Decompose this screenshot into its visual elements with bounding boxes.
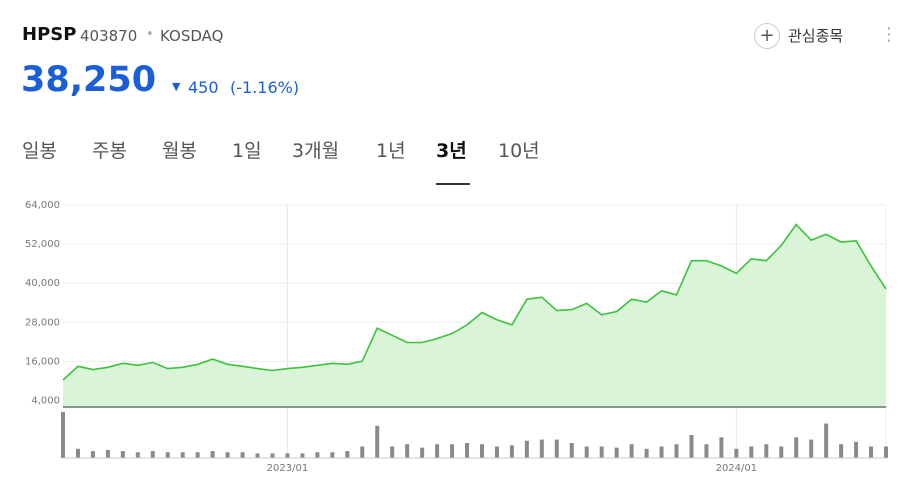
volume-bar — [285, 453, 290, 458]
volume-bar — [345, 451, 350, 458]
volume-bar — [524, 440, 529, 458]
volume-bar — [554, 439, 559, 458]
volume-bar — [629, 444, 634, 458]
volume-bar — [210, 451, 215, 458]
volume-bar — [225, 452, 230, 458]
separator: • — [146, 27, 154, 42]
volume-bar — [465, 443, 470, 458]
tab[interactable]: 10년 — [498, 140, 540, 162]
add-icon[interactable]: + — [754, 23, 780, 49]
volume-bar — [390, 446, 395, 458]
volume-bar — [315, 452, 320, 458]
volume-bar — [509, 445, 514, 458]
volume-bar — [749, 446, 754, 458]
change-pct: (-1.16%) — [230, 78, 300, 97]
y-tick-label: 4,000 — [31, 395, 60, 406]
volume-bar — [450, 444, 455, 458]
volume-bar — [165, 452, 170, 458]
volume-bar — [375, 425, 380, 458]
volume-bar — [614, 447, 619, 458]
volume-bar — [270, 453, 275, 458]
volume-bar — [479, 444, 484, 458]
volume-bar — [569, 443, 574, 458]
volume-bar — [659, 446, 664, 458]
volume-bar — [120, 451, 125, 458]
volume-bar — [150, 451, 155, 458]
volume-bar — [240, 452, 245, 458]
volume-bar — [689, 435, 694, 458]
volume-bar — [719, 437, 724, 458]
volume-bar — [135, 452, 140, 458]
volume-bar — [330, 452, 335, 458]
tab[interactable]: 주봉 — [92, 140, 127, 162]
volume-bar — [869, 446, 874, 458]
volume-bar — [105, 449, 110, 458]
volume-bar — [90, 451, 95, 458]
down-arrow: ▼ — [172, 80, 181, 93]
volume-bar — [180, 452, 185, 458]
volume-bar — [255, 453, 260, 458]
volume-bar — [779, 446, 784, 458]
volume-bar — [854, 441, 859, 458]
tab[interactable]: 1년 — [376, 140, 406, 162]
x-tick-label: 2024/01 — [716, 463, 758, 474]
watchlist-button[interactable]: 관심종목 — [788, 27, 844, 45]
volume-bar — [809, 439, 814, 458]
y-tick-label: 52,000 — [25, 239, 60, 250]
y-tick-label: 16,000 — [25, 356, 60, 367]
volume-bar — [584, 446, 589, 458]
volume-bar — [360, 446, 365, 458]
change: 450 — [188, 78, 219, 97]
volume-bar — [405, 444, 410, 458]
volume-bar — [734, 448, 739, 458]
volume-bar — [539, 439, 544, 458]
volume-bar — [420, 447, 425, 458]
volume-bar — [764, 444, 769, 458]
y-tick-label: 28,000 — [25, 317, 60, 328]
volume-bar — [435, 444, 440, 458]
tab[interactable]: 1일 — [232, 140, 262, 162]
area-fill — [63, 224, 886, 407]
price: 38,250 — [21, 60, 157, 100]
volume-bar — [75, 448, 80, 458]
tab-underline — [436, 183, 470, 185]
tab[interactable]: 월봉 — [162, 140, 197, 162]
more-menu[interactable]: ⋮ — [880, 24, 898, 45]
x-tick-label: 2023/01 — [267, 463, 309, 474]
volume-bar — [824, 423, 829, 458]
y-tick-label: 40,000 — [25, 278, 60, 289]
volume-bar — [300, 453, 305, 458]
market: KOSDAQ — [160, 27, 224, 45]
stock-code: 403870 — [80, 27, 138, 45]
volume-bar — [884, 446, 888, 458]
volume-bar — [794, 437, 799, 458]
price-line — [62, 223, 887, 381]
y-tick-label: 64,000 — [25, 200, 60, 211]
tab[interactable]: 일봉 — [22, 140, 57, 162]
volume-bar — [599, 446, 604, 458]
volume-bar — [494, 446, 499, 458]
volume-bar — [644, 448, 649, 458]
stock-name: HPSP — [22, 24, 77, 45]
volume-bar — [704, 444, 709, 458]
volume-bar — [674, 444, 679, 458]
tab[interactable]: 3개월 — [292, 140, 340, 162]
tab[interactable]: 3년 — [436, 140, 467, 162]
volume-bar — [195, 452, 200, 458]
volume-bar — [61, 412, 65, 458]
volume-bar — [839, 444, 844, 458]
